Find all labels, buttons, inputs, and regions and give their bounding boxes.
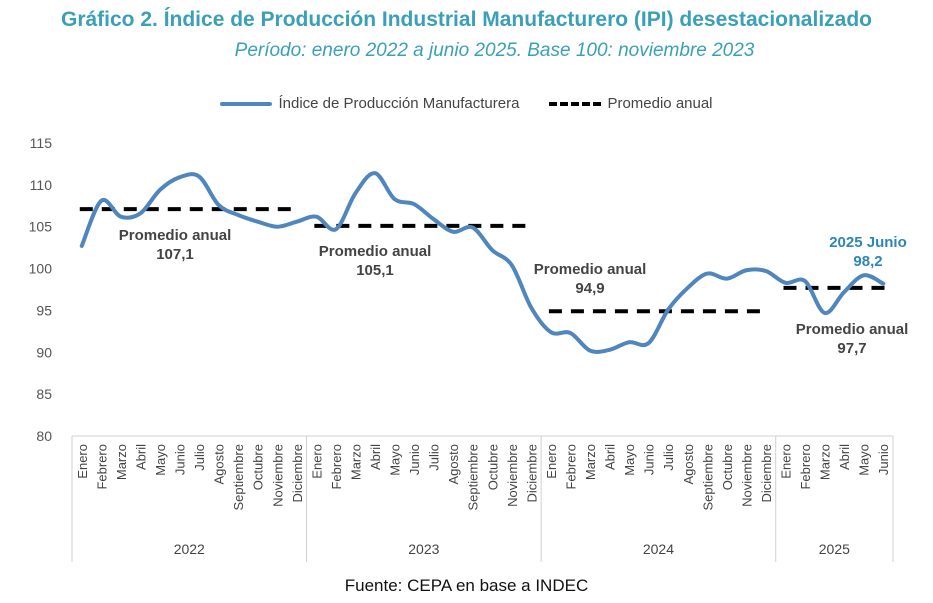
x-tick-label: Mayo xyxy=(153,444,168,476)
legend-item-average: Promedio anual xyxy=(549,95,713,112)
average-value: 107,1 xyxy=(156,246,194,263)
x-tick-label: Febrero xyxy=(329,444,344,490)
y-tick-label: 80 xyxy=(36,428,52,444)
average-label: Promedio anual xyxy=(796,321,909,338)
y-tick-label: 95 xyxy=(36,302,52,318)
x-tick-label: Febrero xyxy=(563,444,578,490)
average-value: 97,7 xyxy=(837,340,866,357)
legend-dash-swatch xyxy=(549,101,602,106)
x-tick-label: Agosto xyxy=(681,444,696,484)
year-label: 2022 xyxy=(174,541,205,557)
x-tick-label: Noviembre xyxy=(270,444,285,507)
year-label: 2023 xyxy=(408,541,439,557)
chart-title: Gráfico 2. Índice de Producción Industri… xyxy=(60,8,872,31)
x-tick-label: Enero xyxy=(75,444,90,479)
average-value: 105,1 xyxy=(356,262,394,279)
x-tick-label: Julio xyxy=(661,444,676,471)
series-line xyxy=(79,171,886,354)
x-tick-label: Abril xyxy=(133,444,148,470)
subtitle-text: Período: enero 2022 a junio 2025. Base 1… xyxy=(234,40,755,61)
x-tick-label: Marzo xyxy=(348,444,363,480)
x-tick-label: Junio xyxy=(876,444,891,475)
y-tick-label: 90 xyxy=(36,344,52,360)
y-tick-label: 100 xyxy=(29,261,53,277)
x-tick-label: Noviembre xyxy=(505,444,520,507)
average-label: Promedio anual xyxy=(534,261,647,278)
x-tick-label: Diciembre xyxy=(290,444,305,503)
legend-item-index: Índice de Producción Manufacturera xyxy=(220,95,519,112)
x-tick-label: Julio xyxy=(427,444,442,471)
highlight-label: 2025 Junio xyxy=(829,234,907,251)
x-tick-label: Septiembre xyxy=(700,444,715,510)
x-tick-label: Enero xyxy=(778,444,793,479)
chart-subtitle: Período: enero 2022 a junio 2025. Base 1… xyxy=(0,40,933,62)
x-tick-label: Mayo xyxy=(857,444,872,476)
x-tick-label: Diciembre xyxy=(524,444,539,503)
year-label: 2025 xyxy=(819,541,850,557)
x-tick-label: Octubre xyxy=(251,444,266,490)
x-tick-label: Marzo xyxy=(583,444,598,480)
x-tick-label: Abril xyxy=(603,444,618,470)
x-tick-label: Marzo xyxy=(114,444,129,480)
x-tick-label: Julio xyxy=(192,444,207,471)
average-value: 94,9 xyxy=(575,280,604,297)
y-tick-label: 85 xyxy=(36,386,52,402)
x-tick-label: Abril xyxy=(368,444,383,470)
x-tick-label: Diciembre xyxy=(759,444,774,503)
x-tick-label: Noviembre xyxy=(739,444,754,507)
legend-line-swatch xyxy=(220,101,273,106)
x-tick-label: Mayo xyxy=(388,444,403,476)
year-label: 2024 xyxy=(643,541,674,557)
average-label: Promedio anual xyxy=(319,243,432,260)
source-note: Fuente: CEPA en base a INDEC xyxy=(344,576,589,595)
x-tick-label: Agosto xyxy=(212,444,227,484)
x-tick-label: Octubre xyxy=(720,444,735,490)
y-tick-label: 110 xyxy=(30,177,53,193)
legend: Índice de Producción Manufacturera Prome… xyxy=(0,95,933,112)
x-tick-label: Agosto xyxy=(446,444,461,484)
x-tick-label: Septiembre xyxy=(231,444,246,510)
average-label: Promedio anual xyxy=(119,227,232,244)
x-tick-label: Octubre xyxy=(485,444,500,490)
x-tick-label: Mayo xyxy=(622,444,637,476)
legend-label-index: Índice de Producción Manufacturera xyxy=(278,95,520,112)
x-tick-label: Febrero xyxy=(94,444,109,490)
y-tick-label: 115 xyxy=(30,135,53,151)
y-tick-label: 105 xyxy=(29,219,53,235)
x-tick-label: Junio xyxy=(407,444,422,475)
highlight-value: 98,2 xyxy=(853,253,882,270)
x-tick-label: Septiembre xyxy=(466,444,481,510)
x-tick-label: Abril xyxy=(837,444,852,470)
x-tick-label: Junio xyxy=(173,444,188,475)
legend-label-average: Promedio anual xyxy=(607,95,713,112)
x-tick-label: Febrero xyxy=(798,444,813,490)
x-tick-label: Marzo xyxy=(818,444,833,480)
x-tick-label: Junio xyxy=(642,444,657,475)
x-tick-label: Enero xyxy=(544,444,559,479)
x-tick-label: Enero xyxy=(309,444,324,479)
